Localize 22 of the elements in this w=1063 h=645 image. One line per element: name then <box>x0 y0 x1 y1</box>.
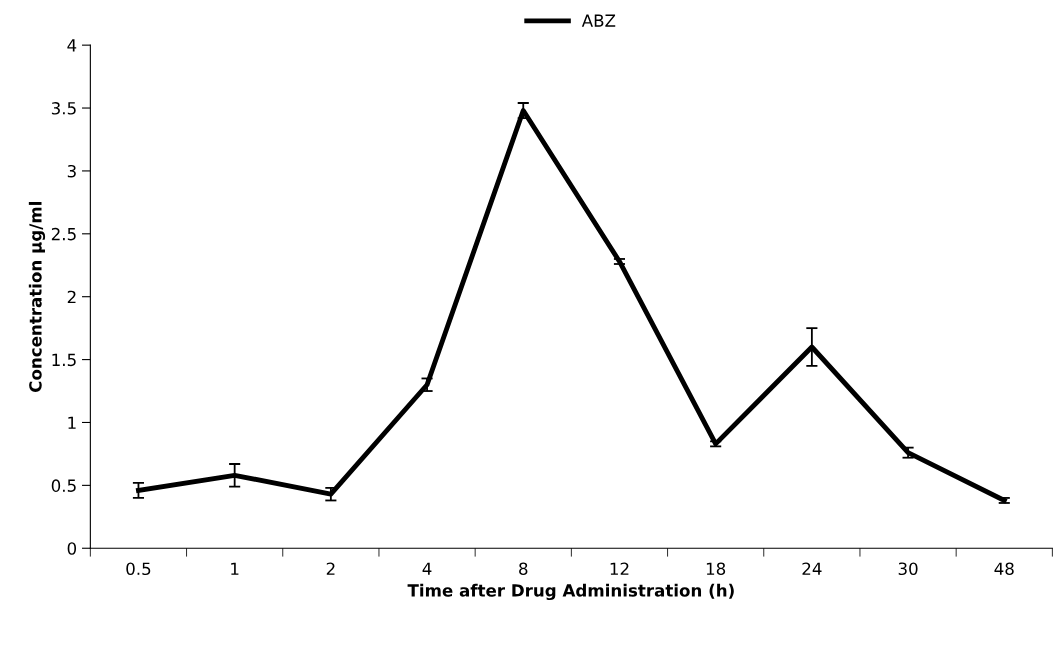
y-tick-label: 0 <box>67 542 77 555</box>
y-tick-label: 2 <box>67 290 76 304</box>
x-tick-label: 4 <box>422 562 432 575</box>
y-tick-label: 1.5 <box>52 353 76 367</box>
y-tick-label: 2.5 <box>51 227 76 241</box>
x-tick-label: 48 <box>994 562 1014 576</box>
x-axis-title: Time after Drug Administration (h) <box>407 583 734 601</box>
x-tick-label: 2 <box>326 562 335 575</box>
y-tick-label: 3 <box>67 164 76 178</box>
y-tick-label: 4 <box>67 39 77 52</box>
x-tick-label: 0.5 <box>126 562 151 576</box>
x-tick-label: 1 <box>231 562 239 575</box>
y-tick-label: 1 <box>68 416 76 429</box>
x-tick-label: 30 <box>898 562 918 576</box>
x-tick-label: 12 <box>610 562 629 575</box>
legend-label: ABZ <box>581 14 616 27</box>
x-tick-label: 8 <box>519 562 528 576</box>
y-tick-label: 0.5 <box>51 479 76 492</box>
y-axis-title: Concentration µg/ml <box>28 202 46 392</box>
x-tick-label: 24 <box>802 562 822 575</box>
x-tick-label: 18 <box>706 562 726 576</box>
y-tick-label: 3.5 <box>51 102 76 115</box>
